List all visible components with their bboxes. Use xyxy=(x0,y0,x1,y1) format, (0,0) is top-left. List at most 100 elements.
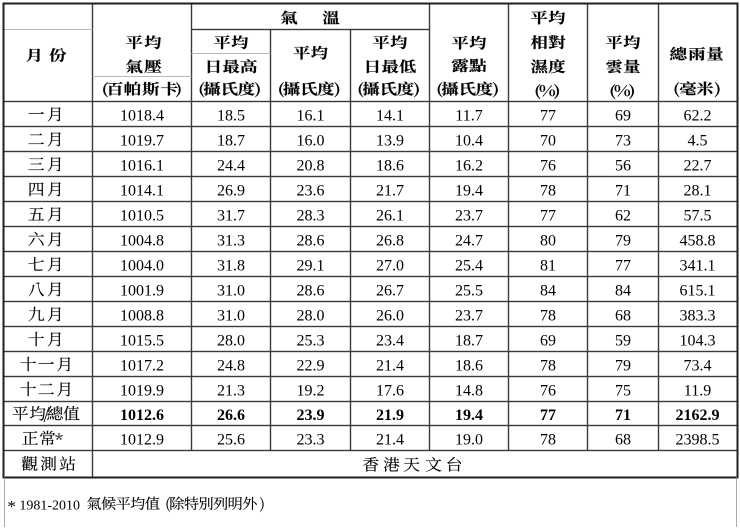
svg-text:19.2: 19.2 xyxy=(297,383,325,400)
svg-text:18.6: 18.6 xyxy=(376,158,404,175)
svg-text:69: 69 xyxy=(540,333,556,350)
svg-text:23.6: 23.6 xyxy=(297,183,325,200)
svg-text:25.4: 25.4 xyxy=(455,258,483,275)
svg-text:1018.4: 1018.4 xyxy=(120,108,164,125)
svg-text:28.0: 28.0 xyxy=(297,308,325,325)
svg-text:76: 76 xyxy=(540,383,556,400)
svg-text:31.3: 31.3 xyxy=(217,233,245,250)
svg-text:18.5: 18.5 xyxy=(217,108,245,125)
svg-text:1010.5: 1010.5 xyxy=(120,208,164,225)
svg-text:19.4: 19.4 xyxy=(455,183,483,200)
svg-text:31.0: 31.0 xyxy=(217,308,245,325)
svg-text:19.0: 19.0 xyxy=(455,432,483,449)
svg-text:458.8: 458.8 xyxy=(680,233,716,250)
svg-text:25.3: 25.3 xyxy=(297,333,325,350)
svg-text:16.0: 16.0 xyxy=(297,133,325,150)
svg-text:28.3: 28.3 xyxy=(297,208,325,225)
svg-text:26.0: 26.0 xyxy=(376,308,404,325)
svg-text:16.1: 16.1 xyxy=(297,108,325,125)
svg-text:77: 77 xyxy=(540,208,556,225)
svg-text:81: 81 xyxy=(540,258,556,275)
svg-text:28.0: 28.0 xyxy=(217,333,245,350)
svg-text:24.7: 24.7 xyxy=(455,233,483,250)
svg-text:78: 78 xyxy=(540,183,556,200)
svg-text:23.7: 23.7 xyxy=(455,308,483,325)
svg-text:70: 70 xyxy=(540,133,556,150)
svg-text:21.9: 21.9 xyxy=(376,407,404,424)
svg-text:28.6: 28.6 xyxy=(297,233,325,250)
svg-text:341.1: 341.1 xyxy=(680,258,716,275)
svg-text:11.7: 11.7 xyxy=(455,108,482,125)
svg-text:1019.9: 1019.9 xyxy=(120,383,164,400)
svg-text:29.1: 29.1 xyxy=(297,258,325,275)
svg-text:78: 78 xyxy=(540,308,556,325)
svg-text:28.1: 28.1 xyxy=(684,183,712,200)
svg-text:31.7: 31.7 xyxy=(217,208,245,225)
svg-text:18.7: 18.7 xyxy=(217,133,245,150)
svg-text:26.7: 26.7 xyxy=(376,283,404,300)
svg-text:22.9: 22.9 xyxy=(297,358,325,375)
svg-text:23.7: 23.7 xyxy=(455,208,483,225)
svg-text:615.1: 615.1 xyxy=(680,283,716,300)
svg-text:18.6: 18.6 xyxy=(455,358,483,375)
svg-text:18.7: 18.7 xyxy=(455,333,483,350)
svg-text:78: 78 xyxy=(540,432,556,449)
svg-text:2162.9: 2162.9 xyxy=(676,407,720,424)
svg-text:24.4: 24.4 xyxy=(217,158,245,175)
svg-text:1019.7: 1019.7 xyxy=(120,133,164,150)
svg-text:1004.8: 1004.8 xyxy=(120,233,164,250)
svg-text:23.3: 23.3 xyxy=(297,432,325,449)
svg-text:*: * xyxy=(7,497,16,516)
svg-text:25.5: 25.5 xyxy=(455,283,483,300)
svg-text:79: 79 xyxy=(615,233,631,250)
svg-text:1015.5: 1015.5 xyxy=(120,333,164,350)
svg-text:68: 68 xyxy=(615,432,631,449)
svg-text:24.8: 24.8 xyxy=(217,358,245,375)
svg-text:28.6: 28.6 xyxy=(297,283,325,300)
svg-text:31.0: 31.0 xyxy=(217,283,245,300)
svg-text:84: 84 xyxy=(540,283,556,300)
svg-text:20.8: 20.8 xyxy=(297,158,325,175)
svg-text:56: 56 xyxy=(615,158,631,175)
svg-text:76: 76 xyxy=(540,158,556,175)
svg-text:21.4: 21.4 xyxy=(376,432,404,449)
svg-text:21.4: 21.4 xyxy=(376,358,404,375)
svg-text:1016.1: 1016.1 xyxy=(120,158,164,175)
svg-text:1001.9: 1001.9 xyxy=(120,283,164,300)
svg-text:104.3: 104.3 xyxy=(680,333,716,350)
svg-text:26.6: 26.6 xyxy=(217,407,245,424)
svg-text:75: 75 xyxy=(615,383,631,400)
svg-text:77: 77 xyxy=(540,407,556,424)
svg-text:68: 68 xyxy=(615,308,631,325)
svg-text:23.4: 23.4 xyxy=(376,333,404,350)
svg-text:31.8: 31.8 xyxy=(217,258,245,275)
svg-text:26.1: 26.1 xyxy=(376,208,404,225)
svg-text:1012.9: 1012.9 xyxy=(120,432,164,449)
svg-text:57.5: 57.5 xyxy=(684,208,712,225)
svg-text:26.8: 26.8 xyxy=(376,233,404,250)
svg-text:84: 84 xyxy=(615,283,631,300)
svg-text:73.4: 73.4 xyxy=(684,358,712,375)
svg-text:1017.2: 1017.2 xyxy=(120,358,164,375)
svg-text:78: 78 xyxy=(540,358,556,375)
svg-text:11.9: 11.9 xyxy=(684,383,711,400)
svg-text:62.2: 62.2 xyxy=(684,108,712,125)
svg-text:10.4: 10.4 xyxy=(455,133,483,150)
svg-text:62: 62 xyxy=(615,208,631,225)
svg-text:13.9: 13.9 xyxy=(376,133,404,150)
svg-text:1012.6: 1012.6 xyxy=(120,407,164,424)
svg-text:73: 73 xyxy=(615,133,631,150)
svg-text:2398.5: 2398.5 xyxy=(676,432,720,449)
svg-text:80: 80 xyxy=(540,233,556,250)
svg-text:59: 59 xyxy=(615,333,631,350)
svg-text:1008.8: 1008.8 xyxy=(120,308,164,325)
svg-text:23.9: 23.9 xyxy=(297,407,325,424)
svg-text:71: 71 xyxy=(615,407,631,424)
svg-text:1004.0: 1004.0 xyxy=(120,258,164,275)
svg-text:21.7: 21.7 xyxy=(376,183,404,200)
svg-text:383.3: 383.3 xyxy=(680,308,716,325)
svg-text:1014.1: 1014.1 xyxy=(120,183,164,200)
svg-text:25.6: 25.6 xyxy=(217,432,245,449)
svg-text:17.6: 17.6 xyxy=(376,383,404,400)
svg-text:22.7: 22.7 xyxy=(684,158,712,175)
